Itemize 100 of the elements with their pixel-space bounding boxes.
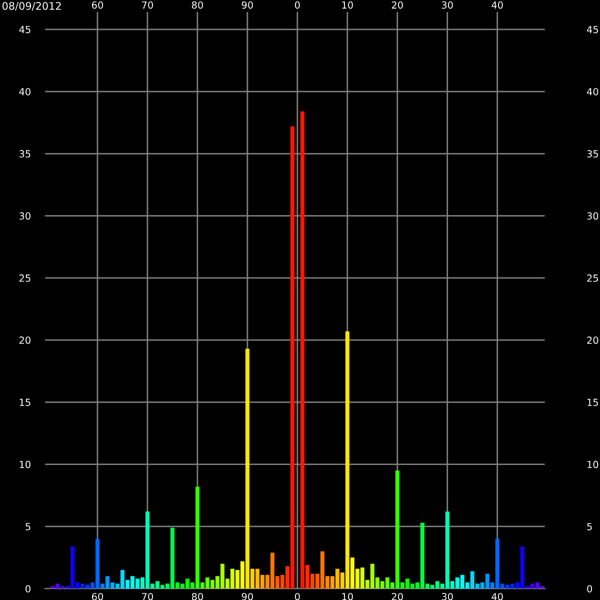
bar: [535, 582, 540, 589]
bar: [435, 581, 440, 589]
bar: [375, 577, 380, 589]
bar: [520, 546, 524, 589]
category-label: 60: [92, 592, 104, 600]
bar: [385, 577, 390, 589]
bar: [155, 581, 160, 589]
bar: [370, 564, 374, 589]
x-tick-label: 70: [142, 1, 153, 9]
bar: [355, 568, 360, 589]
y-tick-label: 10: [20, 460, 30, 468]
bar: [315, 574, 320, 589]
bar: [75, 582, 80, 589]
y2-tick-label: 20: [587, 336, 598, 344]
y-tick-label: 5: [26, 523, 30, 530]
bar: [475, 584, 480, 589]
bar: [305, 564, 310, 589]
bar: [500, 584, 504, 589]
bar: [65, 586, 70, 589]
category-label: 80: [192, 592, 203, 600]
bar: [180, 584, 184, 589]
bar: [300, 111, 304, 589]
bar: [505, 584, 510, 589]
y-tick-label: 20: [19, 336, 30, 344]
bar: [250, 568, 254, 589]
bar: [495, 538, 500, 589]
y2-tick-label: 45: [586, 26, 598, 34]
bar: [60, 586, 64, 589]
bar: [400, 582, 404, 589]
y-tick-label: 30: [19, 212, 30, 220]
x-tick-label: 30: [442, 1, 453, 9]
bar: [405, 578, 410, 589]
bar: [390, 582, 394, 589]
y-tick-label: 25: [19, 274, 30, 282]
category-label: 0: [294, 592, 300, 600]
bar: [210, 580, 214, 589]
bar: [70, 546, 74, 589]
x-tick-label: 10: [342, 1, 353, 9]
bar: [260, 574, 264, 589]
bar: [290, 126, 294, 589]
x-tick-label: 0: [294, 1, 300, 9]
bar: [80, 584, 84, 589]
bar: [255, 568, 260, 589]
bar: [105, 576, 110, 589]
bar: [85, 584, 90, 589]
bar: [245, 348, 250, 589]
bar: [540, 586, 544, 589]
bar: [490, 582, 494, 589]
bar: [330, 576, 334, 589]
bar: [150, 584, 154, 589]
bar: [440, 584, 444, 589]
bar: [470, 571, 474, 589]
bar: [50, 586, 54, 589]
bar: [125, 580, 130, 589]
bar: [280, 574, 284, 589]
bar: [265, 574, 270, 589]
bar: [420, 522, 424, 589]
x-tick-label: 20: [392, 1, 403, 9]
bar: [175, 582, 180, 589]
bar: [320, 551, 324, 589]
bar: [425, 584, 430, 589]
bar: [185, 578, 190, 589]
bar: [235, 570, 240, 589]
bar: [360, 567, 364, 589]
bar: [130, 576, 134, 589]
x-tick-label: 60: [92, 1, 104, 9]
bar: [195, 486, 200, 589]
x-tick-label: 80: [192, 1, 203, 9]
bar: [140, 577, 144, 589]
category-label: 10: [342, 592, 353, 600]
bar: [230, 568, 234, 589]
bar: [465, 582, 470, 589]
bar: [215, 576, 220, 589]
bar: [220, 564, 224, 589]
bar: [310, 574, 314, 589]
category-label: 70: [142, 592, 153, 600]
bar: [380, 581, 384, 589]
y2-tick-label: 35: [587, 150, 598, 158]
x-tick-label: 40: [492, 1, 503, 9]
bar: [110, 582, 114, 589]
bar: [120, 570, 124, 589]
bar: [460, 574, 464, 589]
category-label: 90: [242, 592, 253, 600]
bar: [450, 581, 454, 589]
bar: [270, 552, 274, 589]
bar: [205, 577, 210, 589]
bar: [55, 584, 60, 589]
bar: [445, 512, 450, 589]
y-tick-label: 15: [20, 398, 30, 406]
bar: [510, 584, 514, 589]
bar: [335, 568, 340, 589]
bar: [225, 578, 230, 589]
bar: [285, 566, 290, 589]
bar: [325, 576, 330, 589]
y2-tick-label: 25: [587, 274, 598, 282]
category-label: 40: [492, 592, 503, 600]
bar: [160, 584, 164, 589]
bar: [90, 582, 94, 589]
bar: [135, 578, 140, 589]
y-tick-label: 40: [19, 88, 30, 96]
